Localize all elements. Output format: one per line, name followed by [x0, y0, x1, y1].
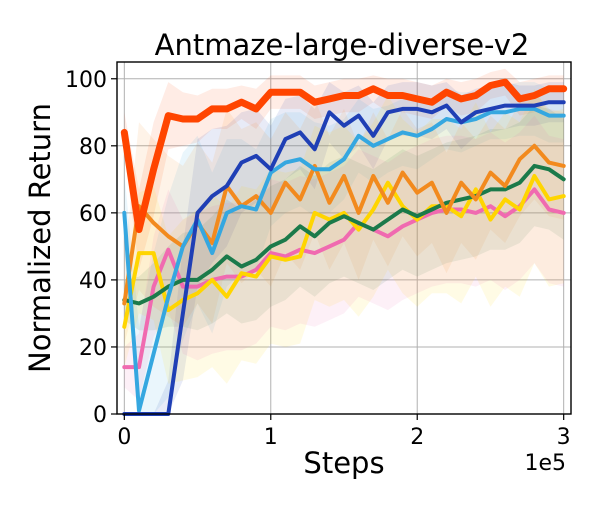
series-line-orange-red: [120, 78, 568, 234]
x-offset-label: 1e5: [524, 451, 566, 476]
x-axis-label: Steps: [303, 446, 384, 480]
y-axis-label: Normalized Return: [23, 103, 57, 373]
y-tick-label: 0: [93, 403, 107, 428]
band-pink: [124, 115, 564, 401]
y-tick-label: 60: [79, 202, 107, 227]
y-tick-label: 100: [65, 68, 107, 93]
x-tick-label: 2: [410, 425, 424, 450]
series-lines: [120, 78, 568, 416]
x-tick-label: 1: [264, 425, 278, 450]
band-navy: [124, 82, 564, 414]
ticks: 0 1 2 3 0 20 40 60 80 100: [65, 68, 571, 450]
y-tick-label: 40: [79, 269, 107, 294]
band-sky-blue: [124, 82, 564, 414]
band-orange-red: [124, 68, 564, 270]
band-yellow: [124, 88, 564, 384]
series-line-green: [122, 163, 566, 306]
x-tick-label: 3: [557, 425, 571, 450]
y-tick-label: 20: [79, 336, 107, 361]
y-tick-label: 80: [79, 135, 107, 160]
chart-title: Antmaze-large-diverse-v2: [155, 28, 530, 62]
series-line-pink: [122, 187, 566, 370]
series-line-yellow: [122, 174, 566, 329]
plot-frame: [116, 61, 572, 415]
series-line-navy: [122, 100, 566, 416]
x-tick-label: 0: [117, 425, 131, 450]
